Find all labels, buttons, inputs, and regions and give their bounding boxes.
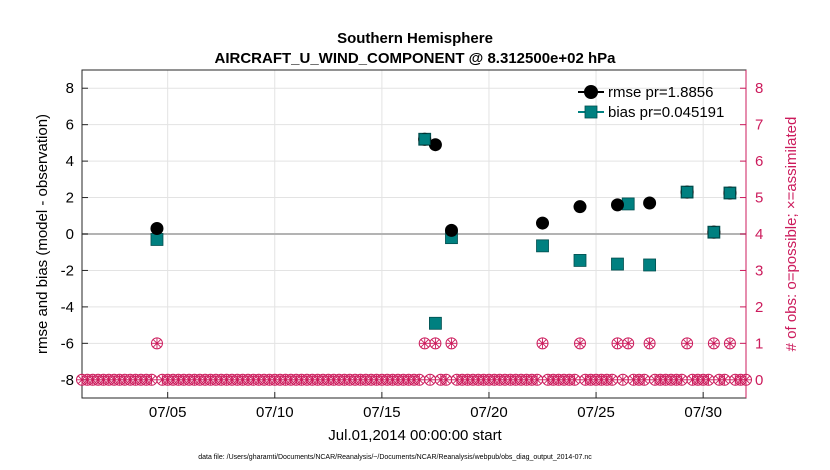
obs-count-zero-assimilated [146, 374, 157, 385]
x-tick-label: 07/25 [577, 404, 615, 421]
rmse-point [610, 198, 624, 212]
y-tick-label: -2 [61, 262, 74, 279]
y-tick-label: -6 [61, 335, 74, 352]
bias-point [573, 254, 587, 267]
obs-count-point-possible [681, 337, 694, 350]
legend-bias-marker [584, 105, 598, 119]
y-right-tick-label: 3 [755, 262, 763, 279]
obs-count-point-assimilated [151, 338, 162, 349]
bias-point [150, 233, 164, 246]
obs-count-point-assimilated [644, 338, 655, 349]
obs-count-point-assimilated [419, 338, 430, 349]
y-right-tick-label: 1 [755, 335, 763, 352]
rmse-point [150, 222, 164, 236]
obs-count-zero-assimilated [676, 374, 687, 385]
y-tick-label: 8 [66, 80, 74, 97]
obs-count-zero-assimilated [741, 374, 751, 385]
x-tick-label: 07/20 [470, 404, 508, 421]
legend-rmse-label: rmse pr=1.8856 [608, 84, 713, 101]
chart-subtitle: AIRCRAFT_U_WIND_COMPONENT @ 8.312500e+02… [215, 50, 617, 67]
y-tick-label: -4 [61, 299, 74, 316]
obs-count-point-assimilated [623, 338, 634, 349]
legend-bias-label: bias pr=0.045191 [608, 104, 724, 121]
bias-point-overlay [681, 186, 693, 198]
obs-count-zero-assimilated [441, 374, 452, 385]
obs-count-point-possible [150, 337, 163, 350]
y-tick-label: 2 [66, 190, 74, 207]
bias-point-overlay [707, 226, 720, 239]
obs-count-point-possible [723, 337, 736, 350]
bias-point [621, 197, 635, 211]
y-right-tick-label: 6 [755, 153, 763, 170]
y-right-tick-label: 0 [755, 372, 763, 389]
bias-point [643, 258, 657, 272]
obs-count-point-assimilated [724, 338, 735, 349]
bias-point [536, 239, 549, 253]
x-tick-label: 07/15 [363, 404, 401, 421]
rmse-point [444, 223, 458, 237]
y-axis-right-label: # of obs: o=possible; ×=assimilated [783, 117, 800, 352]
obs-count-zero-assimilated [569, 374, 580, 385]
x-axis-label: Jul.01,2014 00:00:00 start [328, 427, 502, 444]
y-tick-label: -8 [61, 372, 74, 389]
obs-count-point-assimilated [682, 338, 693, 349]
y-right-tick-label: 2 [755, 299, 763, 316]
footnote: data file: /Users/gharamti/Documents/NCA… [198, 454, 592, 461]
rmse-point [573, 200, 587, 214]
obs-count-point-assimilated [430, 338, 441, 349]
y-right-tick-label: 8 [755, 80, 763, 97]
obs-count-zero-assimilated [703, 374, 714, 385]
obs-count-zero-assimilated [425, 374, 436, 385]
axis-ticks: 07/05 07/10 07/15 07/20 07/25 07/30 -8 -6 -4 -2 0 2… [61, 70, 763, 421]
x-tick-label: 07/05 [149, 404, 187, 421]
y-right-tick-label: 4 [755, 226, 763, 243]
obs-count-point-possible [643, 337, 656, 350]
rmse-point [428, 138, 442, 152]
rmse-point [643, 196, 657, 210]
obs-count-point-assimilated [708, 338, 719, 349]
obs-count-point-assimilated [575, 338, 585, 349]
obs-count-zero-assimilated [532, 374, 543, 385]
legend: rmse pr=1.8856 bias pr=0.045191 [578, 84, 724, 121]
obs-count-point-possible [429, 337, 442, 350]
y-tick-label: 0 [66, 226, 74, 243]
obs-count-point-possible [445, 337, 458, 350]
bias-point [429, 316, 442, 330]
obs-count-point-possible [574, 337, 586, 350]
bias-point [611, 257, 624, 271]
obs-count-point-possible [536, 337, 549, 350]
y-right-tick-label: 7 [755, 117, 763, 134]
y-right-tick-label: 5 [755, 190, 763, 207]
obs-count-zero-possible [740, 373, 752, 386]
y-tick-label: 6 [66, 117, 74, 134]
x-tick-label: 07/10 [256, 404, 294, 421]
obs-count-zero-assimilated [617, 374, 628, 385]
obs-count-point-assimilated [446, 338, 457, 349]
x-tick-label: 07/30 [684, 404, 722, 421]
y-tick-label: 4 [66, 153, 74, 170]
obs-count-point-assimilated [612, 338, 623, 349]
obs-count-point-assimilated [537, 338, 548, 349]
y-axis-label: rmse and bias (model - observation) [34, 114, 51, 354]
obs-count-zero-assimilated [719, 374, 730, 385]
obs-count-point-possible [707, 337, 720, 350]
obs-count-zero-assimilated [639, 374, 650, 385]
chart-title: Southern Hemisphere [337, 30, 493, 47]
obs-count-zero-assimilated [414, 374, 425, 385]
data-marks [76, 132, 752, 386]
bias-point-overlay [724, 187, 736, 199]
obs-count-zero-assimilated [607, 374, 618, 385]
rmse-point [536, 216, 550, 230]
bias-point-overlay [418, 133, 431, 146]
obs-count-point-possible [622, 337, 635, 350]
legend-rmse-marker [584, 85, 598, 99]
